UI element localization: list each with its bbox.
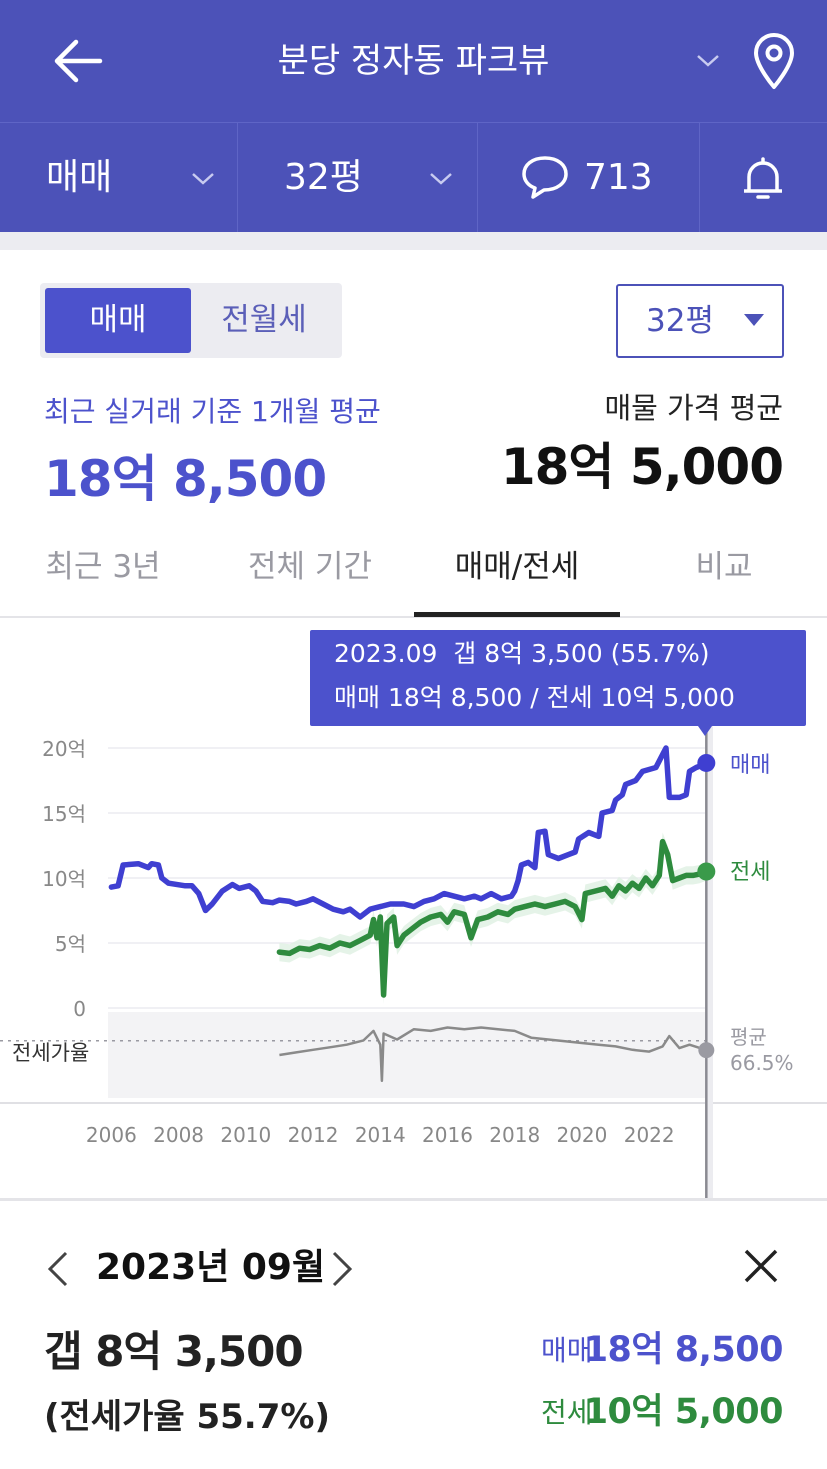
ratio-band [108,1012,708,1098]
y-tick-label: 0 [73,997,86,1021]
legend-rent: 전세 [730,860,770,885]
filter-bar: 매매 32평 713 [0,122,827,233]
ratio-average-label: 평균 [730,1025,767,1049]
rent-marker [697,862,716,881]
gap-value: 갭 8억 3,500 [44,1327,304,1376]
comments-button[interactable]: 713 [478,123,700,233]
x-tick-label: 2014 [355,1123,406,1147]
x-tick-label: 2008 [153,1123,204,1147]
x-tick-label: 2022 [624,1123,675,1147]
period-tabs: 최근 3년 전체 기간 매매/전세 비교 [0,530,827,618]
x-tick-label: 2010 [220,1123,271,1147]
rent-range-band [279,832,707,1005]
x-tick-label: 2020 [556,1123,607,1147]
toggle-rent[interactable]: 전월세 [221,302,307,338]
ratio-value: (전세가율 55.7%) [44,1397,330,1437]
y-tick-label: 15억 [42,802,86,826]
ratio-average-value: 66.5% [730,1051,794,1075]
x-tick-label: 2006 [86,1123,137,1147]
tab-recent-3y[interactable]: 최근 3년 [45,549,161,585]
active-tab-indicator [414,612,620,617]
size-label: 32평 [284,157,363,198]
trade-toggle: 매매 전월세 [40,283,342,358]
selected-month: 2023년 09월 [96,1247,326,1288]
listing-average-label: 매물 가격 평균 [604,391,783,425]
caret-down-icon [744,314,764,326]
legend-sale: 매매 [730,753,770,778]
y-tick-label: 10억 [42,867,86,891]
tab-compare[interactable]: 비교 [695,549,753,585]
rent-series-line [276,838,710,998]
selection-track [705,710,713,1198]
chart-tooltip: 2023.09 갭 8억 3,500 (55.7%) 매매 18억 8,500 … [310,630,806,736]
tooltip-line-2: 매매 18억 8,500 / 전세 10억 5,000 [334,683,735,712]
top-app-bar: 분당 정자동 파크뷰 [0,0,827,122]
listing-average-value: 18억 5,000 [500,438,784,496]
toggle-sale[interactable]: 매매 [45,288,191,353]
rent-label: 전세 [541,1396,593,1429]
chevron-right-icon[interactable] [326,1249,356,1289]
x-tick-label: 2012 [288,1123,339,1147]
rent-value: 10억 5,000 [583,1392,784,1432]
x-tick-label: 2018 [489,1123,540,1147]
section-divider [0,232,827,250]
y-tick-label: 20억 [42,737,86,761]
complex-title[interactable]: 분당 정자동 파크뷰 [277,41,550,81]
alarm-button[interactable] [700,123,827,233]
chevron-down-icon[interactable] [694,48,722,72]
recent-average-label: 최근 실거래 기준 1개월 평균 [44,395,381,428]
size-select-value: 32평 [646,303,714,339]
tab-all-period[interactable]: 전체 기간 [248,549,372,585]
ratio-axis-label: 전세가율 [12,1041,89,1065]
chevron-left-icon[interactable] [44,1249,74,1289]
map-pin-icon[interactable] [748,30,800,92]
chevron-down-icon [192,173,214,185]
recent-average-value: 18억 8,500 [44,450,327,508]
trade-type-dropdown[interactable]: 매매 [0,123,238,233]
price-chart[interactable]: 20억 15억 10억 5억 0 2006 2008 2010 2012 2014 2016 201… [0,620,827,1198]
chevron-down-icon [430,173,452,185]
month-detail-panel: 2023년 09월 갭 8억 3,500 (전세가율 55.7%) 매매 18억… [0,1198,827,1469]
tab-sale-rent[interactable]: 매매/전세 [454,549,580,585]
comment-count: 713 [584,157,653,198]
size-dropdown[interactable]: 32평 [238,123,478,233]
sale-marker [697,753,716,772]
sale-label: 매매 [541,1334,593,1367]
y-tick-label: 5억 [55,932,86,956]
x-tick-label: 2016 [422,1123,473,1147]
chart-svg[interactable]: 20억 15억 10억 5억 0 2006 2008 2010 2012 2014 2016 201… [0,620,827,1198]
ratio-series-line [279,1026,707,1083]
size-select[interactable]: 32평 [616,284,784,358]
ratio-marker [698,1042,715,1059]
chat-bubble-icon [522,156,568,199]
close-icon[interactable] [742,1247,780,1285]
sale-series-line [108,745,710,920]
bell-icon [744,157,782,199]
sale-value: 18억 8,500 [583,1330,784,1370]
arrow-left-icon[interactable] [50,36,106,86]
trade-type-label: 매매 [46,157,113,198]
tooltip-line-1: 2023.09 갭 8억 3,500 (55.7%) [334,639,710,668]
